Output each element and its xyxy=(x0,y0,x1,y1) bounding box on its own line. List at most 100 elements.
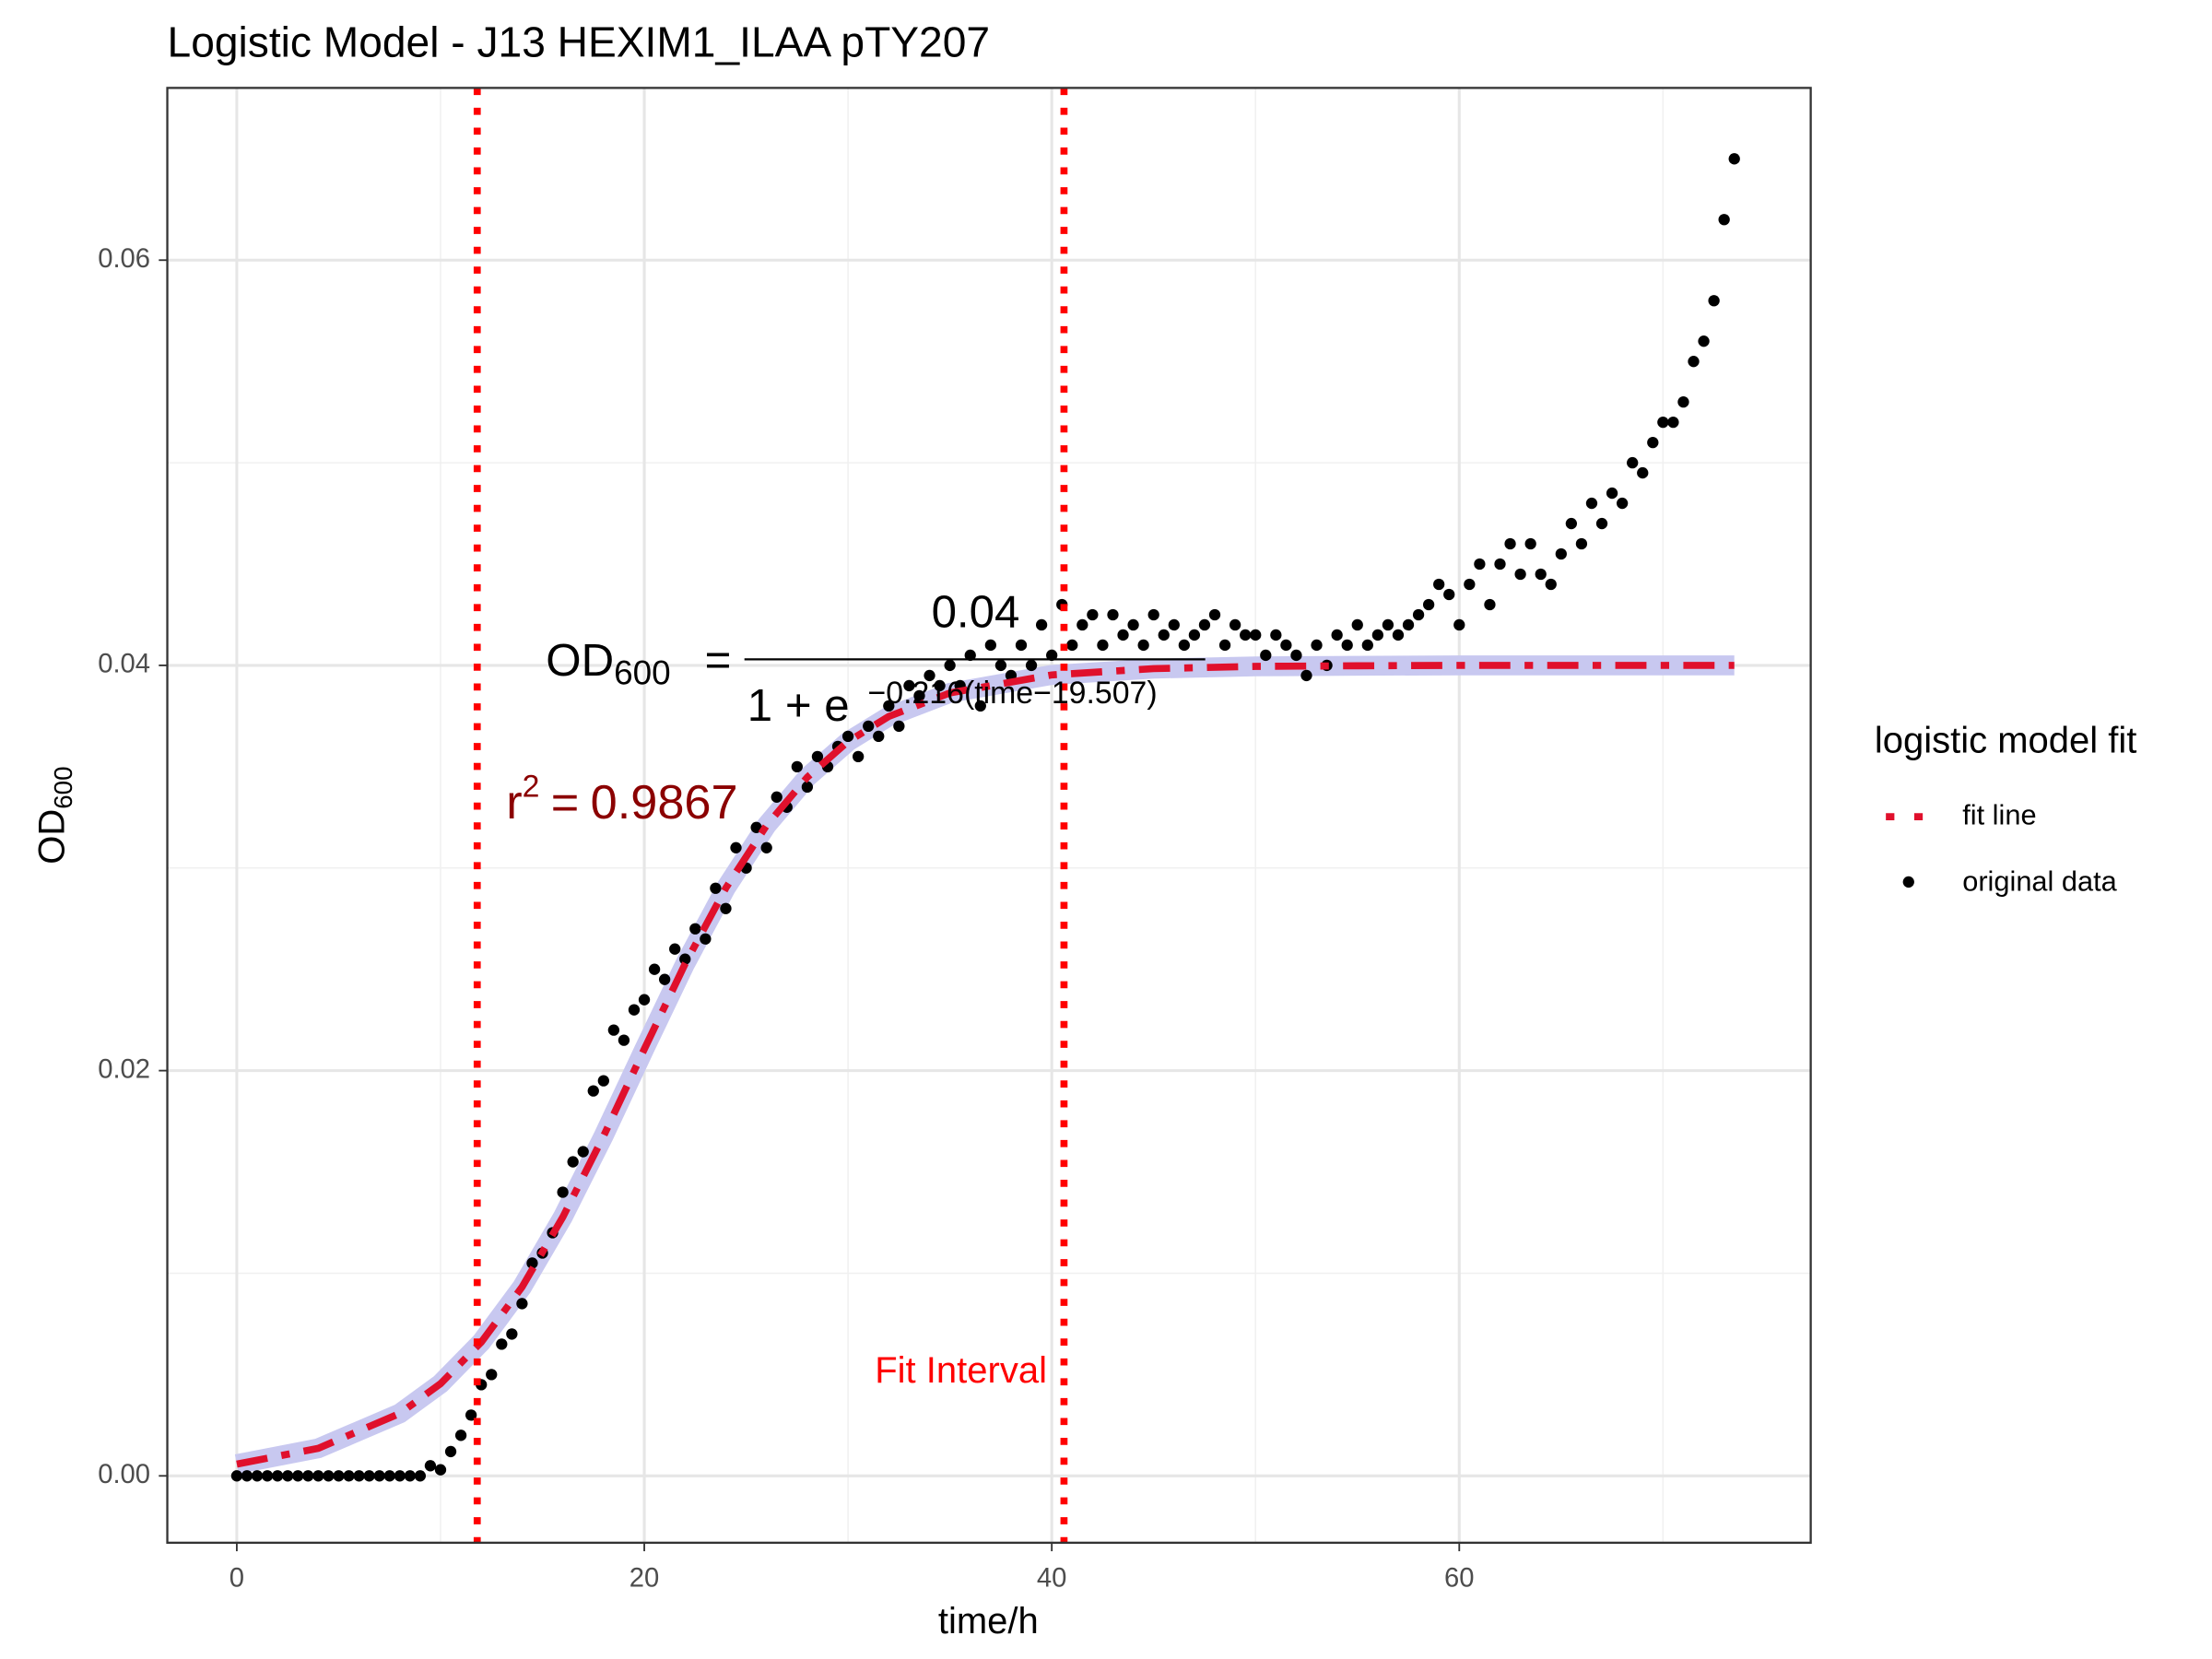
data-point xyxy=(383,1470,395,1482)
data-point xyxy=(934,679,946,692)
y-label-main: OD xyxy=(31,809,72,865)
legend-label: original data xyxy=(1962,865,2117,898)
data-point xyxy=(1464,578,1476,591)
data-point xyxy=(1260,649,1272,662)
data-point xyxy=(353,1470,365,1482)
data-point xyxy=(363,1470,375,1482)
data-point xyxy=(1433,578,1445,591)
data-point xyxy=(1015,639,1028,652)
data-point xyxy=(730,841,742,853)
data-point xyxy=(1097,639,1109,652)
y-axis-label-text: OD600 xyxy=(31,767,77,865)
data-point xyxy=(1117,629,1129,641)
data-point xyxy=(883,700,895,712)
data-point xyxy=(434,1464,447,1476)
data-point xyxy=(567,1156,579,1168)
data-point xyxy=(1677,395,1689,408)
data-point xyxy=(873,730,885,743)
data-point xyxy=(1667,416,1679,429)
x-tick-label: 20 xyxy=(629,1564,660,1594)
data-point xyxy=(323,1470,335,1482)
data-point xyxy=(241,1470,253,1482)
data-point xyxy=(1035,618,1048,631)
legend-key-point xyxy=(1902,876,1914,888)
data-point xyxy=(302,1470,314,1482)
data-point xyxy=(1066,639,1078,652)
data-point xyxy=(1535,568,1547,581)
data-point xyxy=(1188,629,1201,641)
data-point xyxy=(1371,629,1384,641)
x-tick-label: 0 xyxy=(229,1564,244,1594)
data-point xyxy=(312,1470,324,1482)
data-point xyxy=(1147,608,1159,621)
y-tick-label: 0.06 xyxy=(98,244,150,274)
data-point xyxy=(791,760,803,773)
data-point xyxy=(964,649,976,662)
data-point xyxy=(292,1470,304,1482)
data-point xyxy=(1585,497,1598,510)
data-point xyxy=(1595,517,1608,530)
x-tick-label: 40 xyxy=(1037,1564,1067,1594)
data-point xyxy=(913,689,925,702)
data-point xyxy=(1453,618,1465,631)
data-point xyxy=(1708,295,1720,307)
data-point xyxy=(944,659,956,672)
data-point xyxy=(1351,618,1363,631)
data-point xyxy=(1025,659,1038,672)
legend-label: fit line xyxy=(1962,798,2036,830)
data-point xyxy=(863,720,875,733)
x-axis-label: time/h xyxy=(938,1601,1039,1641)
data-point xyxy=(618,1034,630,1046)
data-point xyxy=(1229,618,1241,631)
data-point xyxy=(1107,608,1119,621)
data-point xyxy=(1137,639,1149,652)
data-point xyxy=(251,1470,264,1482)
data-point xyxy=(1698,335,1710,347)
data-point xyxy=(771,791,782,803)
data-point xyxy=(893,720,905,733)
data-point xyxy=(1361,639,1373,652)
data-point xyxy=(271,1470,284,1482)
y-tick-label: 0.04 xyxy=(98,650,150,679)
data-point xyxy=(1046,649,1058,662)
eq-equals: = xyxy=(705,635,732,686)
data-point xyxy=(557,1186,569,1198)
r-value: 0.9867 xyxy=(591,776,738,830)
data-point xyxy=(1514,568,1526,581)
data-point xyxy=(1270,629,1282,641)
data-point xyxy=(1545,578,1557,591)
data-point xyxy=(394,1470,406,1482)
data-point xyxy=(1168,618,1180,631)
data-point xyxy=(506,1328,518,1340)
data-point xyxy=(333,1470,345,1482)
eq-denominator: 1 + e xyxy=(747,680,850,731)
data-point xyxy=(1422,598,1435,611)
data-point xyxy=(1402,618,1415,631)
data-point xyxy=(853,750,865,763)
data-point xyxy=(1280,639,1292,652)
data-point xyxy=(801,781,814,793)
data-point xyxy=(1524,537,1536,550)
data-point xyxy=(465,1409,477,1421)
data-point xyxy=(689,923,701,935)
data-point xyxy=(638,994,651,1006)
data-point xyxy=(1127,618,1139,631)
data-point xyxy=(1300,669,1312,682)
eq-exponent: −0.216(time−19.507) xyxy=(868,676,1158,711)
r-label: r xyxy=(506,776,522,830)
data-point xyxy=(1311,639,1323,652)
data-point xyxy=(1657,416,1669,429)
data-point xyxy=(230,1470,243,1482)
data-point xyxy=(628,1004,641,1016)
plot-border xyxy=(166,87,1812,1544)
data-point xyxy=(720,902,732,914)
data-point xyxy=(841,730,854,743)
data-point xyxy=(984,639,996,652)
data-point xyxy=(1688,356,1700,368)
y-tick-label: 0.02 xyxy=(98,1054,150,1084)
data-point xyxy=(1077,618,1088,631)
data-point xyxy=(1565,517,1578,530)
data-point xyxy=(924,669,935,682)
